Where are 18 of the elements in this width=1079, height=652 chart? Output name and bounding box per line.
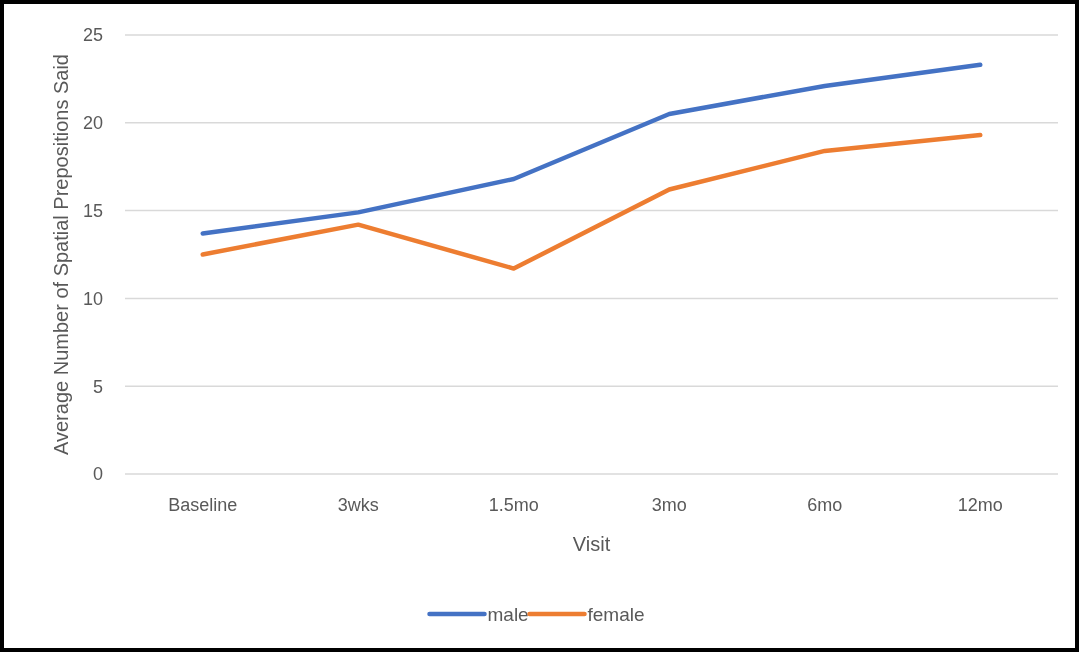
y-tick-label: 10	[82, 288, 103, 309]
x-tick-label: 3wks	[337, 495, 379, 515]
x-tick-label: 1.5mo	[488, 495, 539, 515]
y-tick-label: 0	[92, 464, 103, 485]
x-tick-label: 12mo	[957, 495, 1003, 515]
line-series	[200, 62, 983, 236]
y-tick-label: 15	[82, 200, 103, 221]
y-tick-label: 20	[82, 113, 103, 134]
line-series	[200, 132, 983, 271]
legend-label: male	[487, 603, 529, 625]
legend-label: female	[587, 603, 645, 625]
y-axis-title: Average Number of Spatial Prepositions Said	[50, 54, 72, 455]
x-tick-label: 6mo	[807, 495, 843, 515]
y-tick-label: 5	[92, 376, 103, 397]
y-tick-label: 25	[82, 25, 103, 46]
x-tick-label: Baseline	[168, 495, 238, 515]
x-tick-label: 3mo	[651, 495, 687, 515]
x-axis-title: Visit	[572, 533, 611, 555]
